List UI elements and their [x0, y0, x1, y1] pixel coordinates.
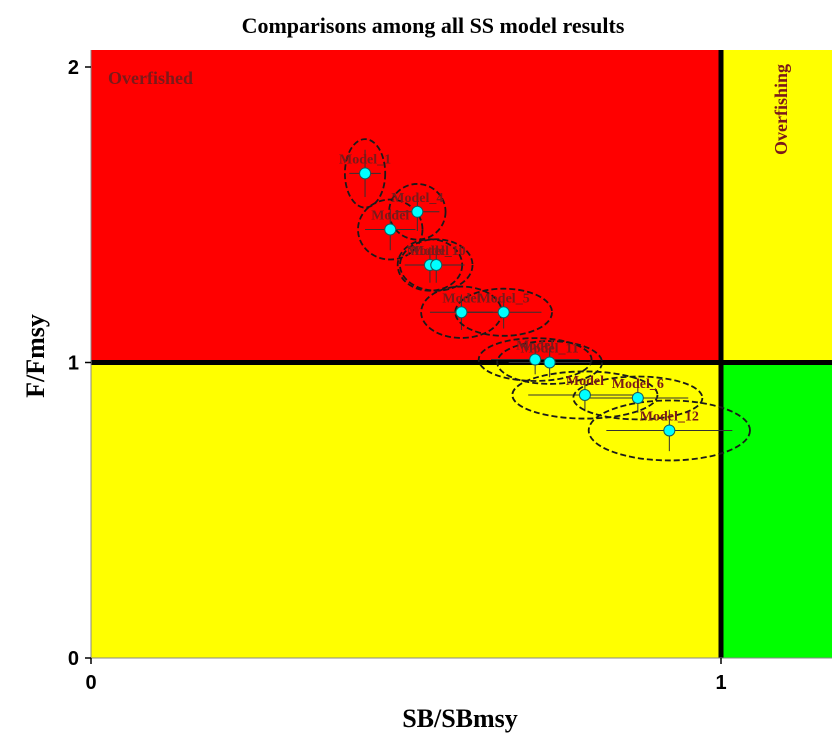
point-label: Model_4: [391, 191, 443, 206]
axes: 0 1 2 0 1: [68, 50, 832, 694]
data-point: [543, 356, 556, 369]
point-label: Model_12: [640, 409, 699, 424]
data-point: [359, 167, 372, 180]
region-overfished: [91, 50, 721, 363]
region-lower-left: [91, 362, 721, 658]
data-point: [455, 306, 468, 319]
data-point: [497, 306, 510, 319]
y-tick-label: 2: [68, 57, 79, 79]
data-point: [529, 353, 542, 366]
uncertainty-ellipse: [454, 287, 553, 337]
chart-title: Comparisons among all SS model results: [242, 13, 625, 38]
data-point: [430, 258, 443, 271]
point-label: Model: [411, 244, 449, 259]
reference-lines: [91, 50, 832, 658]
uncertainty-ellipse: [477, 337, 593, 382]
point-label: Model: [442, 291, 480, 306]
x-tick-label: 0: [85, 672, 96, 694]
point-label: Model: [516, 339, 554, 354]
uncertainty-ellipse: [399, 238, 474, 292]
point-label: Model: [371, 209, 409, 224]
y-tick-label: 1: [68, 353, 79, 375]
data-point: [631, 391, 644, 404]
uncertainty-ellipse: [343, 138, 387, 209]
point-label: Model: [566, 374, 604, 389]
point-label: Model_6: [612, 377, 664, 392]
region-overfishing: [721, 50, 832, 363]
uncertainty-ellipse: [572, 375, 704, 421]
region-layer: Overfished Overfishing: [91, 50, 832, 658]
y-axis-label: F/Fmsy: [21, 314, 50, 398]
region-label-overfished: Overfished: [108, 68, 193, 88]
uncertainty-ellipse: [587, 399, 751, 462]
region-healthy: [721, 362, 832, 658]
point-label: Model_5: [478, 291, 530, 306]
data-point: [384, 223, 397, 236]
region-label-overfishing: Overfishing: [771, 64, 791, 155]
point-label-layer: Model_1Model_4ModelModelModel_10ModelMod…: [339, 152, 699, 424]
data-point: [663, 424, 676, 437]
y-tick-label: 0: [68, 648, 79, 670]
uncertainty-ellipse: [388, 183, 447, 241]
data-point: [411, 205, 424, 218]
data-point: [578, 389, 591, 402]
point-label: Model_11: [520, 342, 578, 357]
uncertainty-ellipse: [511, 370, 659, 420]
uncertainty-ellipse: [357, 198, 424, 261]
uncertainty-ellipse: [496, 340, 603, 385]
point-label: Model_1: [339, 152, 391, 167]
x-tick-label: 1: [715, 672, 726, 694]
point-label: Model_10: [407, 244, 466, 259]
x-axis-label: SB/SBmsy: [402, 704, 518, 733]
point-layer: [359, 167, 676, 437]
